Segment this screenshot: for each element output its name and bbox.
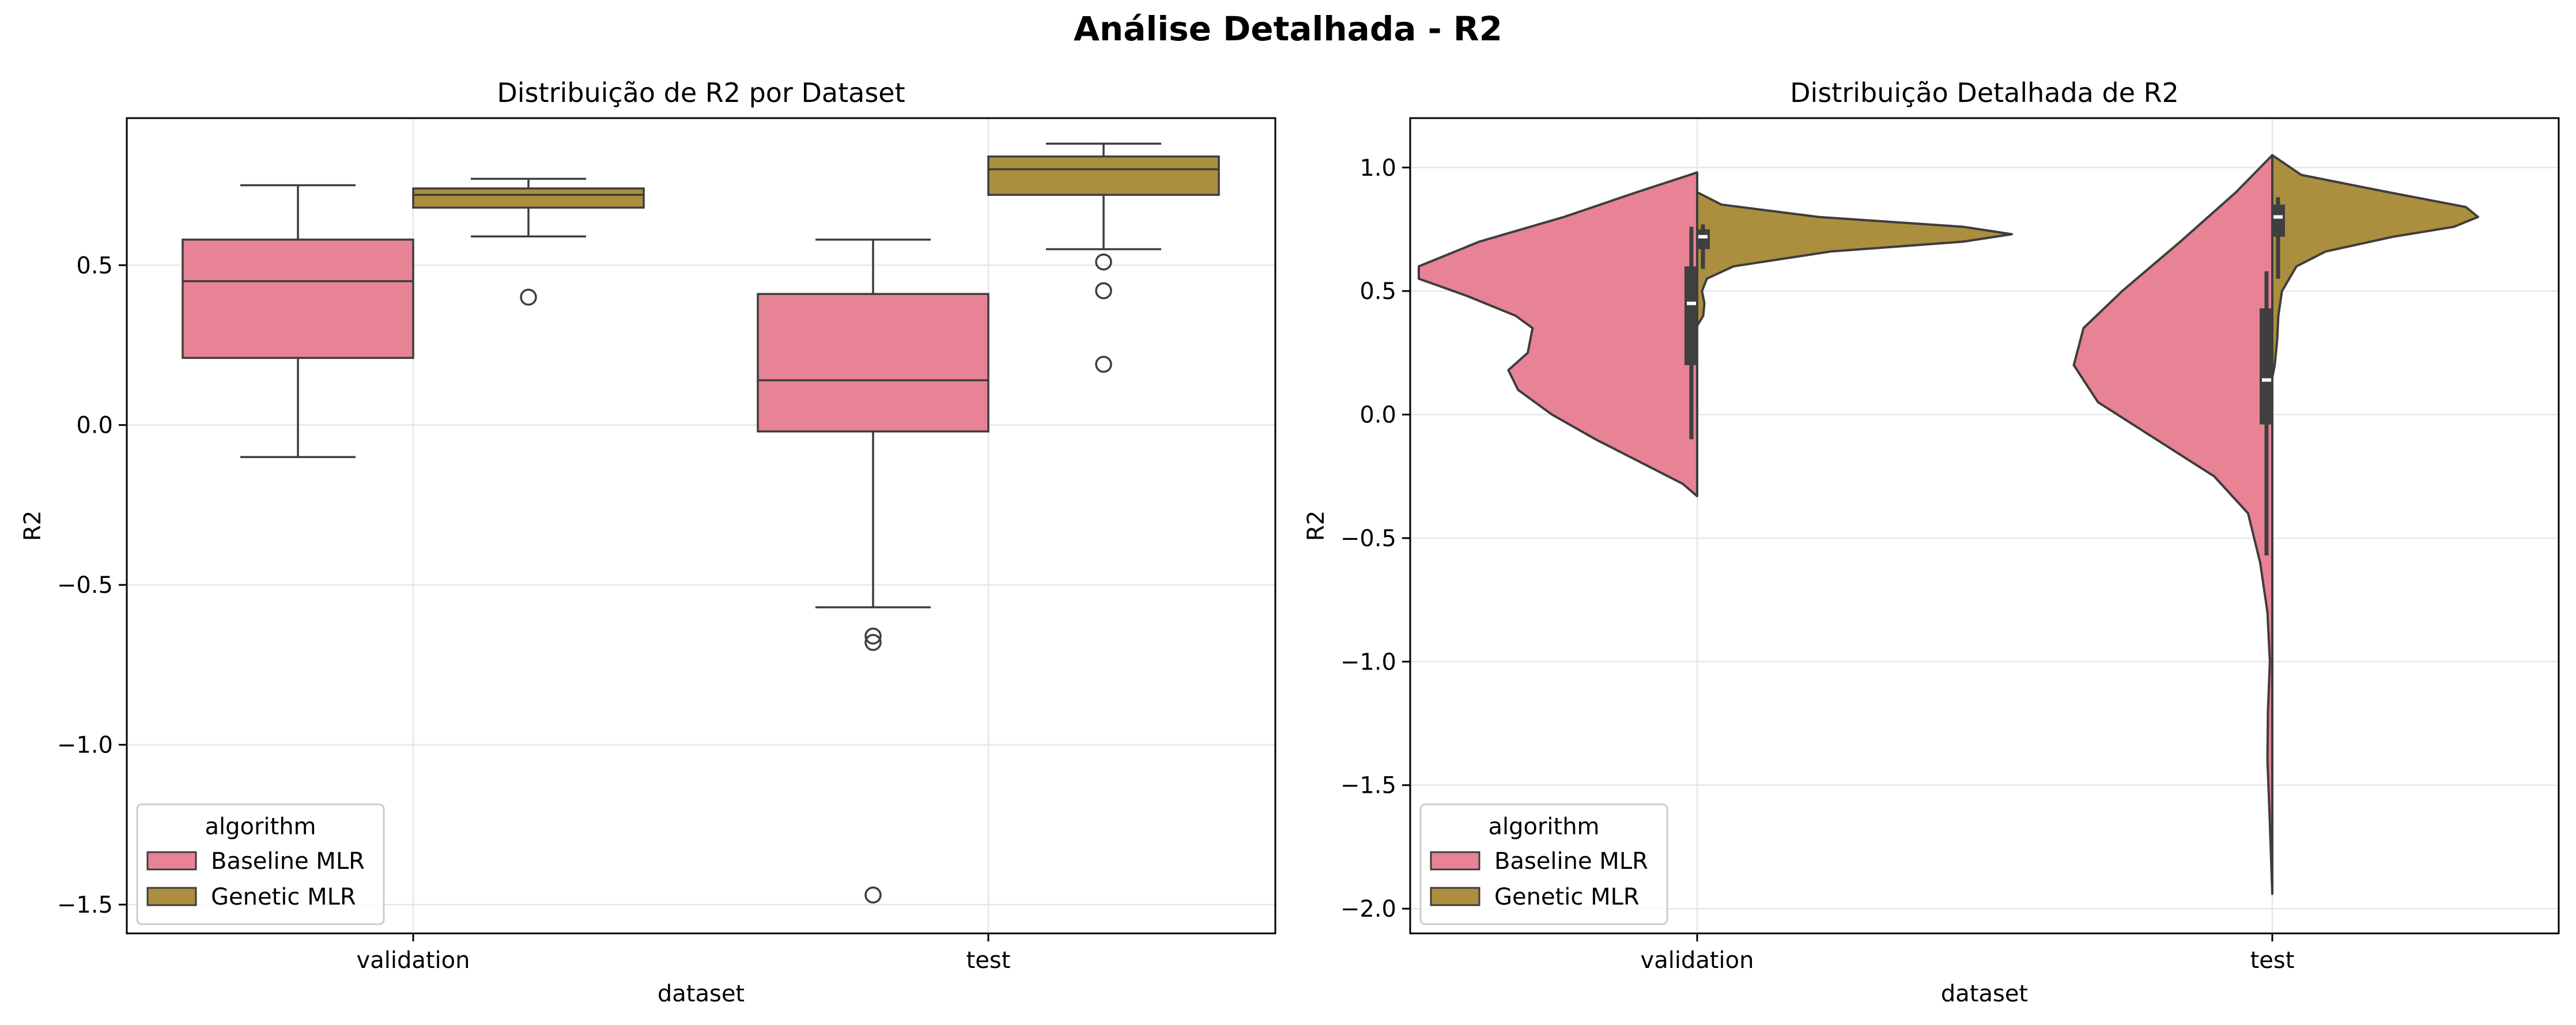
- outlier-point: [1095, 355, 1112, 373]
- x-tick-label: test: [966, 947, 1011, 974]
- x-tick-label: validation: [1641, 947, 1754, 974]
- x-axis-label: dataset: [658, 981, 745, 1007]
- legend: algorithm Baseline MLR Genetic MLR: [1419, 803, 1668, 925]
- y-axis-ticks: 1.0 0.5 0.0 −0.5 −1.0 −1.5 −2.0: [1340, 155, 1410, 922]
- legend-entry-baseline: Baseline MLR: [1494, 848, 1648, 875]
- legend-box: [1419, 803, 1668, 925]
- y-tick-label: 0.0: [76, 413, 113, 439]
- legend-title: algorithm: [205, 814, 316, 840]
- axes-frame: [126, 117, 1276, 935]
- legend-swatch-baseline: [146, 851, 197, 871]
- violin-body: [2271, 154, 2479, 379]
- figure-title: Análise Detalhada - R2: [1074, 9, 1502, 48]
- violin-baseline-validation: [1418, 171, 1698, 498]
- legend-swatch-genetic: [146, 887, 197, 906]
- box-body: [182, 239, 414, 359]
- box-genetic-test: [987, 142, 1220, 373]
- legend-entry-genetic: Genetic MLR: [211, 884, 356, 910]
- y-tick-label: 0.5: [76, 252, 113, 279]
- x-axis-ticks: validation test: [357, 933, 1011, 974]
- y-axis-label: R2: [1303, 510, 1329, 541]
- x-tick-label: validation: [357, 947, 470, 974]
- x-tick-label: test: [2250, 947, 2295, 974]
- y-tick-label: −0.5: [1340, 525, 1396, 552]
- box-body: [987, 155, 1220, 196]
- legend-swatch-baseline: [1430, 851, 1480, 871]
- legend: algorithm Baseline MLR Genetic MLR: [136, 803, 385, 925]
- y-axis-label: R2: [20, 510, 46, 541]
- outlier-point: [864, 634, 882, 651]
- violin-genetic-test: [2271, 154, 2479, 379]
- boxplot-panel: 0.5 0.0 −0.5 −1.0 −1.5 validation test Distri…: [20, 77, 1276, 1007]
- y-tick-label: −1.5: [57, 892, 113, 918]
- legend-entry-genetic: Genetic MLR: [1494, 884, 1640, 910]
- violin-body: [2072, 154, 2273, 895]
- axes-frame: [1409, 117, 2560, 935]
- inner-box: [1696, 229, 1710, 249]
- violin-panel: 1.0 0.5 0.0 −0.5 −1.0 −1.5 −2.0 validation test…: [1303, 77, 2560, 1007]
- x-axis-ticks: validation test: [1641, 933, 2295, 974]
- y-axis-ticks: 0.5 0.0 −0.5 −1.0 −1.5: [57, 252, 127, 918]
- violin-body: [1418, 171, 1698, 498]
- box-body: [757, 293, 989, 433]
- box-genetic-validation: [412, 177, 645, 306]
- box-baseline-validation: [182, 184, 414, 458]
- outlier-point: [520, 288, 537, 306]
- legend-entry-baseline: Baseline MLR: [211, 848, 365, 875]
- legend-box: [136, 803, 385, 925]
- outlier-point: [1095, 282, 1112, 300]
- outlier-point: [864, 886, 882, 904]
- violin-genetic-validation: [1696, 191, 2013, 327]
- box-baseline-test: [757, 239, 989, 904]
- inner-box: [2271, 205, 2285, 237]
- y-tick-label: −1.0: [57, 732, 113, 759]
- violin-marks: [1418, 154, 2479, 895]
- legend-title: algorithm: [1488, 814, 1599, 840]
- y-tick-label: −0.5: [57, 572, 113, 599]
- chart-title: Distribuição de R2 por Dataset: [497, 77, 905, 108]
- y-tick-label: −1.5: [1340, 773, 1396, 799]
- box-body: [412, 187, 645, 209]
- box-marks: [182, 142, 1220, 904]
- legend-swatch-genetic: [1430, 887, 1480, 906]
- y-tick-label: −2.0: [1340, 896, 1396, 922]
- y-tick-label: 0.5: [1359, 278, 1396, 305]
- violin-body: [1696, 191, 2013, 327]
- chart-title: Distribuição Detalhada de R2: [1790, 77, 2179, 108]
- outlier-point: [1095, 253, 1112, 271]
- x-axis-label: dataset: [1941, 981, 2028, 1007]
- y-tick-label: 1.0: [1359, 155, 1396, 181]
- y-tick-label: −1.0: [1340, 649, 1396, 675]
- outlier-point: [864, 627, 882, 645]
- y-tick-label: 0.0: [1359, 402, 1396, 429]
